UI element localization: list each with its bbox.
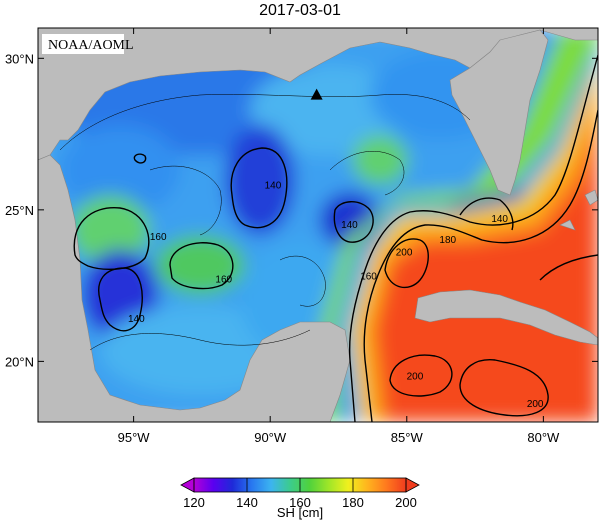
- contour-thin-a: [59, 94, 471, 151]
- contour-label: 140: [265, 181, 282, 192]
- colorbar: 120 140 160 180 200 SH [cm]: [180, 477, 420, 520]
- contour-140-b: [333, 201, 374, 243]
- contour-label-group: 160: [150, 232, 167, 243]
- source-badge: NOAA/AOML: [42, 34, 134, 54]
- contour-label-group: 140: [341, 220, 358, 231]
- contour-label-group: 160: [360, 272, 377, 283]
- contour-label: 160: [215, 275, 232, 286]
- lon-tick-label: 95°W: [118, 430, 151, 445]
- lat-tick-label: 25°N: [5, 203, 34, 218]
- contour-160-b: [169, 242, 234, 290]
- contour-180: [363, 109, 598, 422]
- contour-label-group: 200: [407, 372, 424, 383]
- colorbar-tick-label: 120: [183, 495, 205, 510]
- contour-labels: 140 140 140 140 160 160 160 180 200 200 200: [128, 181, 544, 410]
- contour-140-a: [230, 147, 288, 229]
- contour-160-c: [348, 54, 598, 422]
- contour-label: 160: [360, 272, 377, 283]
- map-panel: 140 140 140 140 160 160 160 180 200 200 200 NOAA/A…: [38, 28, 598, 422]
- map-frame: [37, 27, 599, 423]
- lon-tick-label: 85°W: [391, 430, 424, 445]
- contour-label-group: 200: [527, 399, 544, 410]
- contour-label: 160: [150, 232, 167, 243]
- colorbar-tick-label: 200: [395, 495, 417, 510]
- contour-200-c: [459, 359, 549, 417]
- contour-label: 140: [491, 214, 508, 225]
- colorbar-min-arrow: [180, 477, 195, 493]
- contour-thin-c: [149, 165, 222, 236]
- contour-label: 140: [341, 220, 358, 231]
- station-triangle-marker: [310, 88, 323, 100]
- colorbar-tick-label: 180: [342, 495, 364, 510]
- contour-label: 200: [527, 399, 544, 410]
- colorbar-title: SH [cm]: [277, 505, 323, 520]
- contour-140-c: [98, 267, 143, 332]
- land: [38, 28, 598, 422]
- colorbar-tick-label: 140: [236, 495, 258, 510]
- contour-label: 200: [396, 247, 413, 258]
- contour-label-group: 200: [396, 247, 413, 258]
- lat-tick-label: 20°N: [5, 354, 34, 369]
- contour-label: 200: [407, 372, 424, 383]
- contour-label: 140: [128, 314, 145, 325]
- source-label: NOAA/AOML: [48, 38, 134, 53]
- map-title: 2017-03-01: [259, 2, 341, 19]
- contour-thin-b: [89, 329, 311, 351]
- contour-thin-d: [329, 151, 405, 196]
- contour-label-group: 140: [491, 214, 508, 225]
- contours: [59, 54, 598, 422]
- contour-200-d: [539, 254, 598, 281]
- colorbar-ticks: 120 140 160 180 200: [183, 478, 417, 510]
- contour-160-a: [73, 207, 150, 270]
- axis-ticks: 30°N 25°N 20°N 95°W 90°W 85°W 80°W: [5, 28, 598, 445]
- contour-label-group: 140: [265, 181, 282, 192]
- contour-140-d: [133, 153, 147, 164]
- colorbar-max-arrow: [405, 477, 420, 493]
- colorbar-tick-label: 160: [289, 495, 311, 510]
- contour-label: 180: [439, 235, 456, 246]
- contour-200-b: [389, 354, 453, 397]
- contour-label-group: 180: [439, 235, 456, 246]
- lat-tick-label: 30°N: [5, 51, 34, 66]
- lon-tick-label: 90°W: [254, 430, 287, 445]
- contour-140-e: [459, 197, 514, 231]
- contour-label-group: 160: [215, 275, 232, 286]
- lon-tick-label: 80°W: [527, 430, 560, 445]
- contour-200-a: [384, 238, 429, 289]
- contour-label-group: 140: [128, 314, 145, 325]
